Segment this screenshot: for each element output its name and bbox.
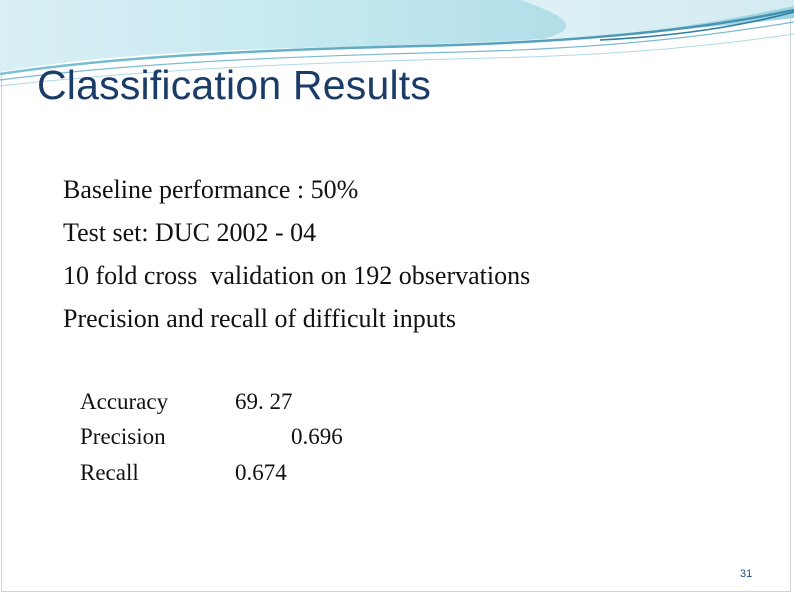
metric-value: 0.696 [291,424,343,450]
metric-name: Accuracy [80,388,169,414]
bullet-item: Precision and recall of difficult inputs [63,304,457,333]
page-number: 31 [740,568,753,580]
metrics-table: Accuracy 69. 27 Precision 0.696 Recall 0… [80,384,343,491]
metric-value: 69. 27 [235,388,293,414]
bullet-item: Test set: DUC 2002 - 04 [63,218,317,247]
table-row: Precision 0.696 [80,420,343,456]
table-row: Accuracy 69. 27 [80,384,343,420]
bullet-item: Baseline performance : 50% [63,175,359,204]
bullet-list: Baseline performance : 50% Test set: DUC… [63,172,530,344]
metric-name: Recall [80,459,139,485]
header-swoosh-decoration [0,0,794,87]
table-row: Recall 0.674 [80,455,343,491]
metric-value: 0.674 [235,459,287,485]
metric-name: Precision [80,424,166,450]
slide-title: Classification Results [37,62,432,108]
bullet-item: 10 fold cross validation on 192 observat… [63,261,531,290]
